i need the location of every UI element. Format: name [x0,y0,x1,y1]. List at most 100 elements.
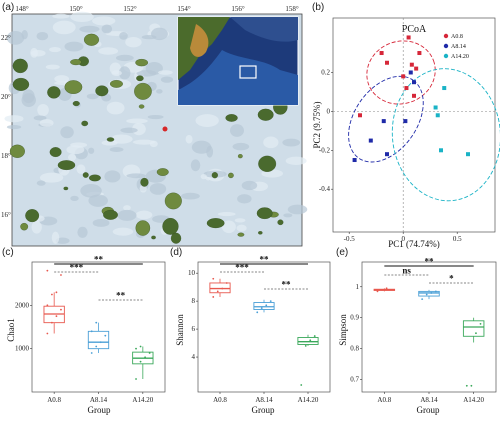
data-point [46,269,49,272]
seafloor-relief [232,142,250,151]
data-point [212,296,215,298]
map-lon-tick-label: 150° [69,5,83,13]
legend-swatch-A8.14 [443,43,449,49]
seamount-island [277,219,284,226]
significance-label: ns [402,266,411,276]
map-inset [177,16,299,106]
seafloor-relief [70,195,79,201]
seafloor-relief [217,212,236,217]
seafloor-relief [60,126,74,139]
map-lat-tick-label: 16° [1,211,11,219]
inset-japan [190,24,209,57]
seafloor-relief [70,142,88,148]
data-point [95,321,98,324]
pcoa-point-A0.8 [358,113,362,118]
y-tick-label: 10 [188,269,196,277]
seafloor-relief [285,156,307,166]
pcoa-x-tick-label: 0.5 [453,235,462,243]
seafloor-relief [200,173,207,180]
seamount-island [109,80,123,88]
seamount-island [64,80,83,94]
pcoa-y-tick-label: 0.2 [321,68,330,76]
x-tick-label: A0.8 [213,396,227,404]
seamount-island [156,168,169,176]
seafloor-relief [6,125,22,130]
data-point [269,300,272,303]
seafloor-relief [106,101,125,115]
seamount-island [70,59,82,66]
seamount-island [95,85,109,97]
seafloor-relief [79,25,100,33]
seamount-island [103,209,118,220]
seamount-island [12,77,30,91]
pcoa-point-A14.20 [466,152,470,157]
seafloor-relief [80,183,102,198]
seafloor-relief [45,64,60,70]
seafloor-relief [76,164,86,175]
pcoa-y-tick-label: -0.4 [319,185,331,193]
seafloor-relief [33,115,47,121]
data-point [90,352,93,354]
data-point [385,287,388,290]
pcoa-point-A0.8 [414,66,419,71]
y-tick-label: 8 [192,297,196,305]
seafloor-relief [39,172,64,183]
simpson-boxplot: Group Simpson 0.7 0.8 0.9 1 A0.8 A8.14 A14.20 *… [338,257,497,415]
data-point [421,298,424,301]
significance-label: ** [260,255,270,265]
map-lat-tick-label: 20° [1,93,11,101]
pcoa-point-A8.14 [385,152,389,157]
data-point [221,287,224,290]
seafloor-relief [31,220,42,234]
data-point [51,293,53,296]
seamount-island [138,104,145,109]
seamount-island [164,192,182,210]
pcoa-point-A8.14 [381,119,386,124]
data-point [304,344,307,347]
seamount-island [81,120,89,127]
inset-basin [178,50,298,105]
seafloor-relief [4,115,24,123]
data-point [300,384,303,386]
seafloor-relief [234,218,246,223]
data-point [309,339,312,342]
seafloor-relief [6,30,25,45]
pcoa-legend: A0.8 A8.14 A14.20 [443,33,469,60]
sampling-site-marker [162,126,168,132]
data-point [225,282,228,284]
seafloor-relief [132,139,156,145]
seafloor-relief [241,180,258,191]
map-lat-tick-label: 22° [1,34,11,42]
data-point [139,360,142,363]
legend-label-A0.8: A0.8 [451,34,463,40]
data-point [99,341,102,344]
seafloor-relief [126,173,147,179]
seafloor-relief [115,54,134,62]
seafloor-relief [49,46,61,53]
simpson-ylabel: Simpson [338,314,348,346]
seafloor-relief [88,147,95,154]
seamount-island [135,220,151,236]
seafloor-relief [109,147,124,153]
seamount-island [237,232,245,237]
data-point [479,323,482,325]
map-relief [4,11,308,244]
seafloor-relief [158,70,173,75]
pcoa-point-A0.8 [379,51,384,56]
map-islands [9,33,288,244]
seamount-island [63,186,69,191]
seafloor-relief [112,227,134,236]
data-point [470,384,473,387]
pcoa-point-A0.8 [404,86,409,91]
panel-label-b: (b) [312,2,324,13]
seafloor-relief [119,31,128,40]
chao1-ylabel: Chao1 [6,318,16,342]
data-point [51,321,53,324]
seamount-island [237,154,243,159]
y-tick-label: 1 [356,283,360,291]
panel-label-a: (a) [2,2,14,13]
significance-label: ** [425,257,435,267]
simpson-xlabel: Group [417,405,440,415]
pcoa-point-A14.20 [442,86,447,91]
data-point [148,352,151,354]
